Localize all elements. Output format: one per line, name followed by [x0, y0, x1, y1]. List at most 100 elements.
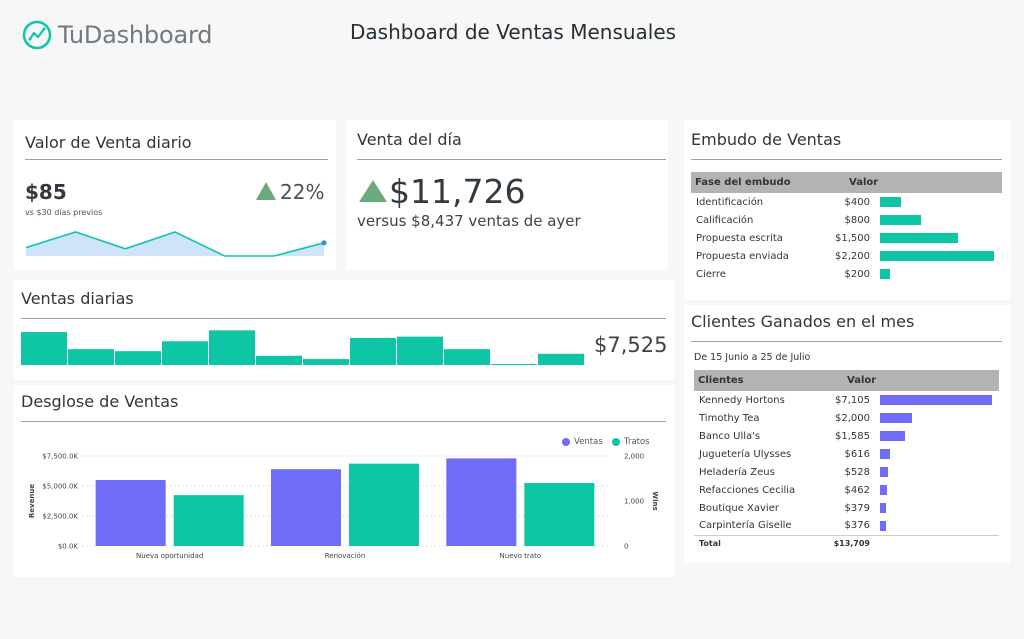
funnel-row[interactable]: Propuesta enviada $2,200 [691, 247, 1002, 265]
y-tick-label: $2,500.0K [42, 513, 78, 521]
daily-sales-bar[interactable] [68, 349, 114, 365]
value-bar [880, 233, 958, 243]
funnel-title: Embudo de Ventas [691, 130, 842, 149]
total-label: Total [694, 534, 814, 551]
row-label: Boutique Xavier [699, 502, 779, 514]
value-bar [880, 197, 901, 207]
row-bar-cell [880, 247, 1002, 265]
daily-sales-bar[interactable] [209, 330, 255, 365]
y2-tick-label: 1,000 [624, 498, 644, 506]
x-tick-label: Nueva oportunidad [136, 552, 203, 560]
table-header-row: Fase del embudo Valor [691, 172, 1002, 193]
bar-tratos[interactable] [349, 463, 419, 546]
clients-title: Clientes Ganados en el mes [691, 312, 915, 331]
clients-date-range: De 15 Junio a 25 de Julio [694, 352, 811, 363]
row-label: Refacciones Cecilia [699, 484, 796, 496]
client-row[interactable]: Banco Ulla's $1,585 [694, 427, 999, 445]
total-empty-cell [880, 534, 999, 551]
legend-swatch-tratos [612, 438, 620, 446]
y2-tick-label: 0 [624, 543, 628, 551]
value-bar [880, 413, 912, 423]
clients-panel [684, 305, 1010, 563]
row-label: Banco Ulla's [699, 430, 761, 442]
daily-value-sparkline [26, 231, 327, 257]
row-label: Cierre [696, 268, 726, 280]
logo[interactable]: TuDashboard [22, 18, 212, 52]
row-bar-cell [880, 391, 999, 409]
y-tick-label: $0.0K [58, 543, 79, 551]
funnel-row[interactable]: Calificación $800 [691, 211, 1002, 229]
daily-sales-bar[interactable] [162, 341, 208, 365]
daily-sales-bar[interactable] [538, 353, 584, 365]
sparkline-area [26, 232, 324, 256]
legend-ventas[interactable]: Ventas [562, 437, 603, 447]
funnel-row[interactable]: Identificación $400 [691, 193, 1002, 211]
row-value: $616 [844, 448, 870, 460]
daily-sales-bar[interactable] [256, 355, 302, 365]
triangle-up-icon [256, 182, 276, 200]
daily-sales-bar[interactable] [21, 332, 67, 365]
daily-sales-bar[interactable] [397, 336, 443, 365]
legend-tratos[interactable]: Tratos [612, 437, 650, 447]
divider [25, 159, 328, 160]
legend-label-ventas: Ventas [574, 437, 603, 447]
bar-tratos[interactable] [524, 483, 595, 546]
row-label: Propuesta enviada [696, 250, 789, 262]
value-bar [880, 449, 890, 459]
bar-ventas[interactable] [95, 480, 166, 546]
x-tick-label: Nuevo trato [500, 552, 542, 560]
bar-ventas[interactable] [271, 469, 341, 546]
client-row[interactable]: Juguetería Ulysses $616 [694, 445, 999, 463]
row-label: Carpintería Giselle [699, 520, 792, 532]
daily-sales-bar[interactable] [115, 351, 161, 365]
legend-label-tratos: Tratos [624, 437, 650, 447]
column-header-client[interactable]: Clientes [694, 370, 814, 391]
row-bar-cell [880, 229, 1002, 247]
row-value: $379 [844, 502, 870, 514]
funnel-table: Fase del embudo Valor Identificación $400… [691, 172, 1002, 283]
row-value: $800 [844, 214, 870, 226]
daily-sales-bar[interactable] [444, 349, 490, 365]
column-header-value[interactable]: Valor [816, 172, 880, 193]
column-header-value[interactable]: Valor [814, 370, 880, 391]
client-row[interactable]: Timothy Tea $2,000 [694, 409, 999, 427]
value-bar [880, 503, 886, 513]
kpi-day-sales-note: versus $8,437 ventas de ayer [357, 212, 581, 230]
daily-sales-bar[interactable] [303, 359, 349, 365]
table-header-row: Clientes Valor [694, 370, 999, 391]
daily-sales-bar[interactable] [350, 337, 396, 365]
row-value: $7,105 [835, 394, 870, 406]
column-header-stage[interactable]: Fase del embudo [691, 172, 816, 193]
bar-ventas[interactable] [446, 458, 517, 546]
client-row[interactable]: Boutique Xavier $379 [694, 499, 999, 517]
value-bar [880, 467, 889, 477]
funnel-row[interactable]: Cierre $200 [691, 265, 1002, 283]
row-bar-cell [880, 409, 999, 427]
y-tick-label: $5,000.0K [42, 483, 78, 491]
daily-sales-bar[interactable] [491, 364, 537, 365]
value-bar [880, 485, 888, 495]
row-label: Identificación [696, 196, 764, 208]
row-label: Heladería Zeus [699, 466, 775, 478]
daily-sales-title: Ventas diarias [21, 289, 134, 308]
client-row[interactable]: Heladería Zeus $528 [694, 463, 999, 481]
bar-tratos[interactable] [173, 495, 244, 546]
kpi-day-sales-title: Venta del día [357, 130, 462, 149]
row-bar-cell [880, 463, 999, 481]
row-bar-cell [880, 265, 1002, 283]
row-bar-cell [880, 445, 999, 463]
client-row[interactable]: Carpintería Giselle $376 [694, 517, 999, 535]
client-row[interactable]: Refacciones Cecilia $462 [694, 481, 999, 499]
total-value: $13,709 [814, 534, 880, 551]
breakdown-title: Desglose de Ventas [21, 392, 179, 411]
page-title: Dashboard de Ventas Mensuales [350, 20, 677, 44]
legend-swatch-ventas [562, 438, 570, 446]
sparkline-line [26, 231, 325, 257]
x-tick-label: Renovación [325, 552, 366, 560]
kpi-daily-value-note: vs $30 días previos [25, 208, 103, 217]
row-value: $528 [844, 466, 870, 478]
value-bar [880, 215, 922, 225]
column-header-bar [880, 172, 1002, 193]
client-row[interactable]: Kennedy Hortons $7,105 [694, 391, 999, 409]
funnel-row[interactable]: Propuesta escrita $1,500 [691, 229, 1002, 247]
